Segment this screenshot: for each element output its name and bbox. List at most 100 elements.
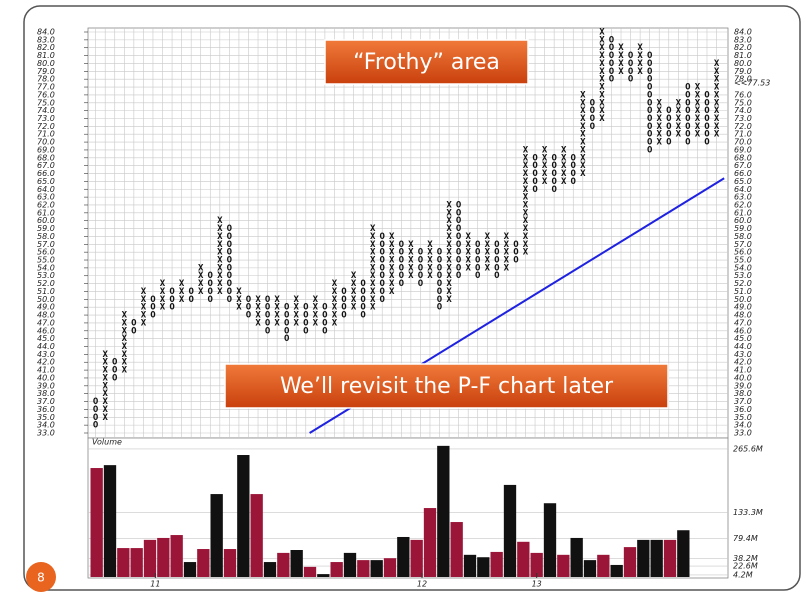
y2-tick-label: 52.0 (734, 279, 752, 288)
pnf-box: X (523, 208, 529, 218)
volume-bar (557, 554, 570, 577)
pnf-box: X (122, 358, 128, 368)
pnf-box: X (332, 318, 338, 328)
volume-bar (370, 560, 383, 577)
y2-tick-label: 49.0 (734, 303, 752, 312)
pnf-box: O (551, 177, 557, 187)
volume-bar (570, 537, 583, 577)
pnf-box: O (131, 326, 137, 336)
y-tick-label: 47.0 (37, 318, 55, 327)
pnf-box: O (150, 303, 156, 313)
pnf-box: O (456, 263, 462, 273)
y2-tick-label: 45.0 (734, 334, 752, 343)
volume-bar (583, 560, 597, 577)
pnf-box: O (628, 75, 634, 85)
pnf-box: O (647, 145, 653, 155)
pnf-box: O (246, 295, 252, 305)
pnf-box: X (695, 83, 701, 93)
pnf-box: X (676, 122, 682, 132)
pnf-box: O (494, 256, 500, 266)
pnf-box: O (93, 421, 99, 431)
pnf-box: X (599, 106, 605, 116)
pnf-box: X (446, 224, 452, 234)
pnf-box: O (571, 153, 577, 163)
y2-tick-label: 48.0 (734, 311, 752, 320)
y2-tick-label: 60.0 (734, 216, 752, 225)
pnf-box: O (685, 106, 691, 116)
pnf-box: X (523, 193, 529, 203)
pnf-box: X (351, 287, 357, 297)
pnf-box: X (446, 208, 452, 218)
y-tick-label: 67.0 (37, 161, 55, 170)
y2-tick-label: 59.0 (734, 224, 752, 233)
volume-bar (263, 562, 277, 577)
y-tick-label: 76.0 (37, 90, 55, 99)
pnf-box: X (618, 59, 624, 69)
pnf-box: O (360, 311, 366, 321)
y-tick-label: 38.2M (733, 554, 758, 563)
y2-tick-label: 63.0 (734, 193, 752, 202)
pnf-box: X (102, 350, 108, 360)
volume-bar (343, 552, 357, 577)
pnf-box: O (685, 98, 691, 108)
pnf-column: XXX (236, 287, 242, 313)
pnf-box: X (523, 185, 529, 195)
pnf-box: X (523, 169, 529, 179)
y-tick-label: 56.0 (37, 248, 55, 257)
pnf-box: X (714, 59, 720, 69)
pnf-box: X (236, 295, 242, 305)
pnf-box: X (465, 263, 471, 273)
pnf-box: O (188, 287, 194, 297)
pnf-box: O (647, 75, 653, 85)
pnf-box: X (542, 177, 548, 187)
pnf-box: X (485, 256, 491, 266)
annotation: We’ll revisit the P-F chart later (280, 374, 614, 399)
y-tick-label: 68.0 (37, 153, 55, 162)
pnf-box: X (599, 35, 605, 45)
y2-tick-label: 36.0 (734, 405, 752, 414)
pnf-box: O (647, 138, 653, 148)
pnf-box: X (198, 271, 204, 281)
pnf-box: O (609, 59, 615, 69)
pnf-box: O (551, 185, 557, 195)
volume-bar (650, 539, 663, 577)
y2-tick-label: 41.0 (734, 366, 752, 375)
pnf-box: O (532, 185, 538, 195)
pnf-column: OOO (513, 240, 519, 266)
pnf-box: X (370, 279, 376, 289)
pnf-column: OOO (246, 295, 252, 321)
y2-tick-label: 80.0 (734, 59, 752, 68)
pnf-box: O (666, 106, 672, 116)
pnf-box: X (599, 43, 605, 53)
pnf-box: X (657, 114, 663, 124)
pnf-box: O (360, 303, 366, 313)
pnf-box: X (618, 67, 624, 77)
volume-bar (450, 522, 463, 577)
pnf-box: X (580, 161, 586, 171)
pnf-box: O (399, 256, 405, 266)
pnf-box: O (456, 271, 462, 281)
pnf-box: X (408, 263, 414, 273)
pnf-box: O (551, 169, 557, 179)
pnf-box: O (685, 138, 691, 148)
y2-tick-label: 37.0 (734, 397, 752, 406)
y2-tick-label: 75.0 (734, 98, 752, 107)
pnf-box: O (609, 51, 615, 61)
y-tick-label: 70.0 (37, 138, 55, 147)
pnf-box: X (179, 287, 185, 297)
pnf-box: X (523, 153, 529, 163)
pnf-box: X (217, 232, 223, 242)
pnf-box: X (446, 240, 452, 250)
y-tick-label: 45.0 (37, 334, 55, 343)
slide-number: 8 (37, 571, 45, 585)
y-tick-label: 59.0 (37, 224, 55, 233)
y-tick-label: 34.0 (37, 421, 55, 430)
pnf-box: X (523, 248, 529, 258)
